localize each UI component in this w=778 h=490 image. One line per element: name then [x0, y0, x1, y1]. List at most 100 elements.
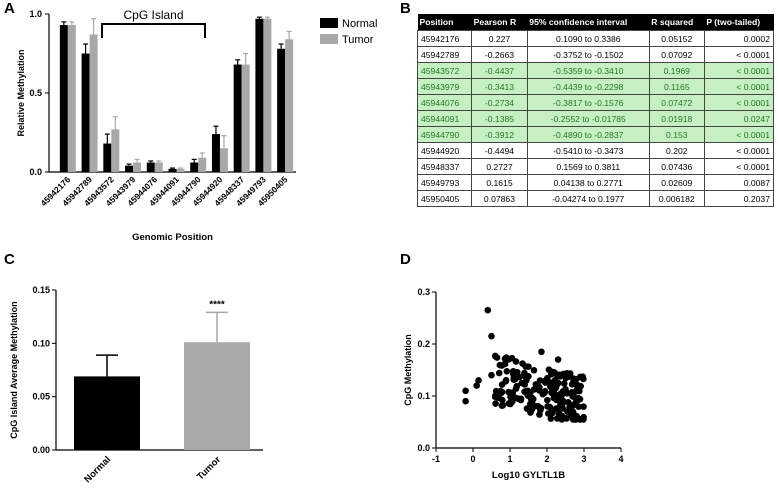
- cell-r: 0.227: [471, 30, 528, 47]
- legend-swatch-tumor: [320, 34, 338, 44]
- bar-tumor: [89, 34, 98, 172]
- cell-ci: -0.3752 to -0.1502: [526, 46, 650, 63]
- header-r-squared: R squared: [649, 14, 705, 31]
- y-tick-label: 0.1: [417, 391, 430, 401]
- bar-tumor: [176, 168, 185, 172]
- scatter-point: [475, 377, 482, 384]
- cell-ci: -0.2552 to -0.01785: [526, 110, 650, 127]
- scatter-point: [560, 380, 568, 387]
- scatter-point: [462, 397, 469, 405]
- cell-position: 45944076: [416, 94, 473, 111]
- scatter-point: [553, 396, 560, 404]
- legend-label-tumor: Tumor: [342, 34, 374, 46]
- scatter-point: [569, 392, 576, 400]
- scatter-point: [544, 374, 551, 382]
- cell-ci: 0.1569 to 0.3811: [526, 158, 650, 175]
- cell-r2: 0.05152: [648, 30, 705, 47]
- cell-ci: -0.3817 to -0.1576: [526, 94, 650, 111]
- bar-normal: [103, 143, 112, 172]
- cell-p: 0.0002: [703, 30, 775, 47]
- scatter-point: [528, 394, 536, 402]
- scatter-point: [503, 354, 510, 361]
- cpg-island-bracket: [101, 23, 206, 38]
- panel-letter-d: D: [400, 251, 411, 268]
- scatter-point: [484, 306, 492, 314]
- bar-normal: [81, 53, 90, 172]
- cpg-island-label: CpG Island: [123, 8, 183, 22]
- panel-letter-a: A: [4, 0, 15, 17]
- cell-p: < 0.0001: [703, 46, 775, 63]
- header-position: Position: [417, 14, 472, 31]
- cell-position: 45942176: [416, 30, 473, 47]
- scatter-point: [544, 396, 551, 404]
- scatter-point: [530, 366, 538, 374]
- cell-r: -0.3912: [471, 126, 528, 143]
- bar-tumor: [241, 64, 250, 172]
- cell-position: 45944790: [416, 126, 473, 143]
- bar-tumor: [154, 162, 163, 172]
- x-tick-label: 4: [618, 454, 623, 464]
- scatter-point: [502, 378, 510, 385]
- panel-letter-b: B: [400, 0, 411, 17]
- bar-tumor: [184, 342, 250, 450]
- cell-r: -0.2734: [471, 94, 528, 111]
- table-row: 45944091 -0.1385 -0.2552 to -0.01785 0.0191…: [416, 110, 775, 127]
- scatter-point: [519, 360, 526, 367]
- scatter-point: [568, 412, 575, 419]
- scatter-point: [518, 379, 526, 387]
- header-confidence-interval: 95% confidence interval: [527, 14, 650, 31]
- bar-normal: [233, 64, 242, 172]
- scatter-point: [552, 405, 560, 412]
- scatter-point: [559, 400, 566, 408]
- scatter-point: [513, 382, 521, 390]
- scatter-point: [507, 398, 515, 406]
- cell-position: 45943979: [416, 78, 473, 95]
- table-row: 45948337 0.2727 0.1569 to 0.3811 0.07436 < 0…: [416, 158, 775, 175]
- scatter-point: [498, 388, 506, 396]
- scatter-point: [493, 354, 501, 361]
- bar-tumor: [133, 162, 142, 172]
- cell-p: 0.0087: [703, 174, 775, 191]
- y-axis-label: CpG Island Average Methylation: [9, 301, 19, 438]
- y-tick-label: 0.00: [32, 445, 50, 455]
- y-tick-label: 0.2: [417, 339, 430, 349]
- bar-tumor: [219, 148, 228, 172]
- cell-r: 0.2727: [471, 158, 528, 175]
- y-tick-label: 0.5: [29, 88, 42, 98]
- cell-ci: 0.04138 to 0.2771: [526, 174, 650, 191]
- bar-tumor: [67, 25, 76, 173]
- x-axis-label: Log10 GYLTL1B: [492, 470, 565, 481]
- table-row: 45944076 -0.2734 -0.3817 to -0.1576 0.07472…: [416, 94, 775, 111]
- table-row: 45943979 -0.3413 -0.4439 to -0.2298 0.1165 <…: [416, 78, 775, 95]
- cell-r2: 0.01918: [648, 110, 705, 127]
- panel-letter-c: C: [4, 251, 15, 268]
- table-row: 45950405 0.07863 -0.04274 to 0.1977 0.00618…: [416, 190, 775, 207]
- cell-p: 0.0247: [703, 110, 775, 127]
- bar-normal: [59, 25, 68, 173]
- table-row: 45944790 -0.3912 -0.4890 to -0.2837 0.153 < …: [416, 126, 775, 143]
- scatter-point: [564, 398, 572, 406]
- scatter-point: [488, 371, 495, 379]
- scatter-point: [499, 396, 506, 404]
- legend-swatch-normal: [320, 18, 338, 28]
- scatter-point: [473, 382, 480, 389]
- scatter-point: [499, 402, 507, 409]
- header-p-value: P (two-tailed): [704, 14, 774, 31]
- scatter-point: [522, 388, 530, 395]
- x-tick-label: Tumor: [195, 454, 223, 482]
- bar-tumor: [198, 157, 207, 172]
- chart-c-average-methylation: 0.00 0.05 0.10 0.15 CpG Island Average Methy…: [9, 285, 263, 485]
- y-tick-label: 0.3: [417, 287, 430, 297]
- bar-normal: [125, 165, 134, 172]
- cell-r2: 0.02609: [648, 174, 705, 191]
- x-axis-label: Genomic Position: [132, 232, 213, 243]
- scatter-point: [568, 381, 576, 388]
- y-tick-label: 0.0: [417, 443, 430, 453]
- scatter-point: [503, 367, 511, 375]
- scatter-point: [554, 379, 561, 387]
- scatter-point: [527, 409, 534, 416]
- cell-ci: -0.4439 to -0.2298: [526, 78, 650, 95]
- bar-normal: [211, 134, 220, 172]
- scatter-point: [488, 332, 495, 340]
- y-tick-label: 0.10: [32, 338, 50, 348]
